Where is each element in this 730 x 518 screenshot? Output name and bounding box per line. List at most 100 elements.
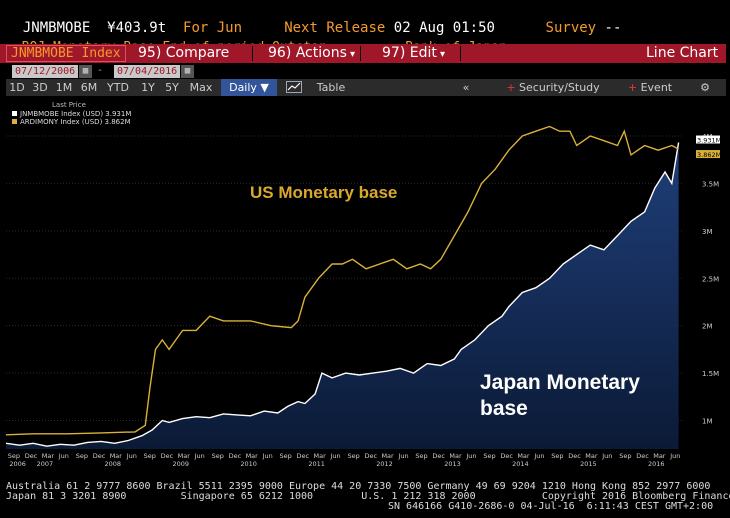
legend-swatch-us [12, 119, 17, 124]
period-1d[interactable]: 1D [9, 81, 25, 94]
x-month-label: Sep [212, 452, 224, 460]
japan-monetary-annotation: Japan Monetary [480, 371, 640, 394]
us-monetary-base-annotation: US Monetary base [250, 183, 397, 202]
back-button[interactable]: « [462, 81, 470, 94]
security-study-button[interactable]: + Security/Study [490, 79, 616, 96]
x-month-label: Mar [449, 452, 462, 460]
plus-icon: + [506, 81, 516, 94]
x-month-label: Sep [551, 452, 563, 460]
y-tick-label: 3.5M [702, 180, 719, 188]
x-month-label: Sep [144, 452, 156, 460]
x-month-label: Mar [517, 452, 530, 460]
legend-entry-us: ARDIMONY Index (USD) 3.862M [20, 118, 131, 126]
period-max[interactable]: Max [189, 81, 213, 94]
gear-icon[interactable]: ⚙ [700, 81, 710, 94]
x-year-label: 2016 [648, 460, 665, 467]
header-row: JNMBMOBE ¥403.9t For Jun Next Release 02… [6, 4, 622, 36]
line-chart-icon[interactable] [280, 79, 308, 96]
x-month-label: Dec [636, 452, 649, 460]
period-ytd[interactable]: YTD [107, 81, 129, 94]
last-label-us: 3.862M [697, 151, 721, 159]
period-1m[interactable]: 1M [55, 81, 73, 94]
calendar-icon[interactable]: ▦ [181, 65, 194, 78]
x-month-label: Mar [381, 452, 394, 460]
y-tick-label: 1M [702, 418, 713, 426]
x-month-label: Jun [194, 452, 205, 460]
survey-value: -- [604, 20, 622, 36]
chart-toolbar: 1D 3D 1M 6M YTD 1Y 5Y Max Daily ▼ Table … [6, 79, 726, 96]
calendar-icon[interactable]: ▦ [79, 65, 92, 78]
chart-area: 1M1.5M2M2.5M3M3.5M4MSepDecMarJunSepDecMa… [5, 97, 726, 468]
x-month-label: Dec [229, 452, 242, 460]
japan-area-fill [6, 142, 679, 449]
x-month-label: Dec [93, 452, 106, 460]
x-month-label: Jun [330, 452, 341, 460]
x-month-label: Sep [347, 452, 359, 460]
y-tick-label: 2.5M [702, 275, 719, 283]
us-series-line [5, 125, 679, 436]
x-month-label: Sep [415, 452, 427, 460]
legend-title: Last Price [52, 101, 86, 109]
x-year-label: 2007 [37, 460, 54, 467]
x-month-label: Mar [42, 452, 55, 460]
x-year-label: 2008 [105, 460, 122, 467]
last-label-japan-bg [696, 135, 720, 144]
y-tick-label: 2M [702, 323, 713, 331]
frequency-dropdown[interactable]: Daily ▼ [221, 79, 277, 96]
next-release-label: Next Release [284, 20, 386, 36]
start-date-input[interactable]: 07/12/2006 [12, 65, 79, 78]
x-month-label: Jun [533, 452, 544, 460]
event-button[interactable]: + Event [620, 79, 680, 96]
monetary-base-chart: 1M1.5M2M2.5M3M3.5M4MSepDecMarJunSepDecMa… [5, 101, 721, 468]
x-year-label: 2012 [376, 460, 393, 467]
japan-series-line [5, 142, 680, 447]
date-range-row: 07/12/2006 ▦ - 07/04/2016 ▦ [0, 64, 726, 79]
compare-menu[interactable]: 95) Compare [138, 45, 230, 61]
date-dash: - [97, 65, 104, 76]
footer-contacts-line1: Australia 61 2 9777 8600 Brazil 5511 239… [6, 481, 711, 492]
last-label-japan: 3.931M [697, 137, 721, 145]
x-month-label: Sep [8, 452, 20, 460]
y-tick-label: 1.5M [702, 370, 719, 378]
x-month-label: Jun [669, 452, 680, 460]
x-month-label: Mar [585, 452, 598, 460]
x-month-label: Jun [601, 452, 612, 460]
x-month-label: Sep [76, 452, 88, 460]
chart-type-menu[interactable]: Line Chart [646, 45, 719, 61]
security-study-label: Security/Study [519, 81, 600, 94]
x-month-label: Jun [126, 452, 137, 460]
end-date-input[interactable]: 07/04/2016 [114, 65, 181, 78]
footer-session-line: SN 646166 G410-2686-0 04-Jul-16 6:11:43 … [388, 501, 714, 512]
japan-base-annotation: base [480, 397, 528, 420]
x-month-label: Jun [262, 452, 273, 460]
x-month-label: Sep [280, 452, 292, 460]
table-button[interactable]: Table [316, 81, 346, 94]
event-label: Event [640, 81, 673, 94]
ticker-label: JNMBMOBE [22, 20, 91, 36]
actions-menu[interactable]: 96) Actions [268, 45, 355, 61]
survey-label: Survey [545, 20, 597, 36]
last-value: ¥403.9t [107, 20, 167, 36]
x-month-label: Mar [314, 452, 327, 460]
x-month-label: Jun [397, 452, 408, 460]
period-3d[interactable]: 3D [32, 81, 48, 94]
x-month-label: Sep [619, 452, 631, 460]
x-year-label: 2010 [240, 460, 257, 467]
x-month-label: Dec [297, 452, 310, 460]
x-year-label: 2014 [512, 460, 529, 467]
period-1y[interactable]: 1Y [141, 81, 155, 94]
x-month-label: Jun [58, 452, 69, 460]
edit-menu[interactable]: 97) Edit [382, 45, 445, 61]
menu-bar: JNMBMOBE Index 95) Compare 96) Actions 9… [0, 44, 726, 63]
x-year-label: 2006 [9, 460, 26, 467]
period-6m[interactable]: 6M [80, 81, 98, 94]
x-month-label: Mar [246, 452, 259, 460]
x-month-label: Dec [161, 452, 174, 460]
x-month-label: Dec [500, 452, 513, 460]
footer-contacts-line2: Japan 81 3 3201 8900 Singapore 65 6212 1… [6, 491, 730, 502]
ticker-input[interactable]: JNMBMOBE Index [6, 45, 126, 62]
last-label-us-bg [696, 150, 720, 159]
period-5y[interactable]: 5Y [165, 81, 179, 94]
x-month-label: Dec [364, 452, 377, 460]
y-tick-label: 3M [702, 228, 713, 236]
